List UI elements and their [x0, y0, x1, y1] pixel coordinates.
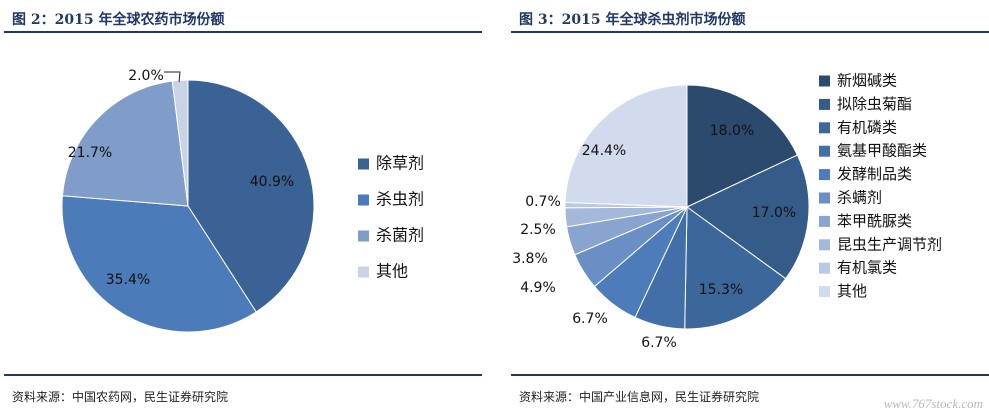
data-label: 0.7% [525, 194, 561, 210]
chart-source: 资料来源：中国产业信息网，民生证券研究院 [519, 390, 760, 404]
legend-swatch [358, 194, 369, 206]
data-label: 3.8% [512, 251, 548, 267]
legend-label: 除草剂 [376, 154, 424, 173]
legend-label: 苯甲酰脲类 [837, 212, 912, 230]
pie-slice [686, 154, 810, 280]
legend-label: 其他 [376, 262, 408, 281]
data-label: 35.4% [106, 272, 150, 288]
legend-swatch [819, 262, 830, 274]
legend-label: 杀螨剂 [837, 189, 882, 207]
data-label: 17.0% [752, 205, 796, 221]
chart-panel-left: 图 2：2015 年全球农药市场份额 40.9% 35.4% 21.7% 2.0% 除草… [0, 0, 490, 414]
pie-chart-global-insecticide: 18.0% 17.0% 15.3% 6.7% 6.7% 4.9% 3.8% 2.5% 0.7% 2… [512, 72, 942, 352]
data-label: 18.0% [710, 123, 754, 139]
legend-swatch [358, 266, 369, 278]
data-label: 40.9% [250, 174, 294, 190]
data-label: 24.4% [582, 143, 626, 159]
data-label: 21.7% [68, 145, 112, 161]
legend-swatch [819, 98, 830, 110]
data-label: 2.5% [520, 222, 556, 238]
chart-title: 图 2：2015 年全球农药市场份额 [12, 12, 225, 28]
pie-slice [171, 79, 189, 207]
legend-label: 杀虫剂 [376, 190, 424, 209]
pie-slice [686, 84, 799, 208]
data-label: 15.3% [699, 282, 743, 298]
legend-label: 拟除虫菊酯 [837, 95, 912, 113]
chart-panel-right: 图 3：2015 年全球杀虫剂市场份额 18.0% 17.0% 15.3% 6.7% 6… [507, 0, 989, 414]
legend-label: 氨基甲酸酯类 [837, 142, 927, 160]
legend-swatch [819, 215, 830, 227]
legend-label: 新烟碱类 [837, 72, 897, 90]
legend-swatch [819, 239, 830, 251]
legend-swatch [819, 192, 830, 204]
label-leader-line [164, 71, 181, 83]
pie-slice [564, 84, 688, 208]
data-label: 6.7% [641, 335, 677, 351]
pie-slice [684, 206, 787, 330]
legend-label: 其他 [837, 282, 867, 300]
legend-label: 杀菌剂 [376, 226, 424, 245]
legend-swatch [358, 230, 369, 242]
legend-swatch [819, 122, 830, 134]
data-label: 6.7% [572, 311, 608, 327]
pie-slice [187, 79, 315, 313]
legend-label: 有机氯类 [837, 259, 897, 277]
title-rule [511, 31, 989, 33]
legend-swatch [819, 169, 830, 181]
source-rule [4, 374, 482, 376]
legend-label: 有机磷类 [837, 118, 897, 136]
legend-swatch [358, 158, 369, 170]
legend-label: 昆虫生产调节剂 [837, 235, 942, 253]
data-label: 4.9% [520, 280, 556, 296]
pie-slice [61, 80, 189, 207]
legend-swatch [819, 145, 830, 157]
chart-source: 资料来源：中国农药网，民生证券研究院 [12, 390, 229, 404]
pie-slice [61, 195, 257, 333]
legend-label: 发酵制品类 [837, 165, 912, 183]
data-label: 2.0% [128, 68, 164, 84]
title-rule [4, 31, 482, 33]
legend-swatch [819, 75, 830, 87]
watermark: www.767stock.com [883, 396, 983, 411]
source-rule [511, 374, 989, 376]
chart-title: 图 3：2015 年全球杀虫剂市场份额 [519, 12, 746, 28]
legend-swatch [819, 286, 830, 298]
